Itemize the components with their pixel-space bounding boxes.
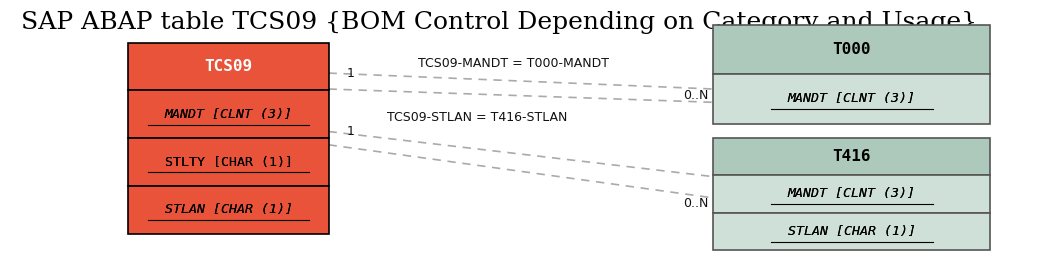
Text: MANDT [CLNT (3)]: MANDT [CLNT (3)] [164,108,292,121]
Text: T000: T000 [832,42,871,57]
FancyBboxPatch shape [129,186,329,234]
FancyBboxPatch shape [129,43,329,90]
Text: TCS09-MANDT = T000-MANDT: TCS09-MANDT = T000-MANDT [418,57,608,70]
Text: 0..N: 0..N [683,89,708,102]
Text: MANDT [CLNT (3)]: MANDT [CLNT (3)] [787,188,916,201]
FancyBboxPatch shape [713,212,990,250]
FancyBboxPatch shape [129,90,329,138]
Text: STLAN [CHAR (1)]: STLAN [CHAR (1)] [164,203,292,216]
Text: STLAN [CHAR (1)]: STLAN [CHAR (1)] [164,203,292,216]
FancyBboxPatch shape [713,175,990,212]
Text: STLAN [CHAR (1)]: STLAN [CHAR (1)] [787,225,916,238]
Text: STLTY [CHAR (1)]: STLTY [CHAR (1)] [164,156,292,169]
FancyBboxPatch shape [129,138,329,186]
Text: T416: T416 [832,149,871,164]
Text: STLTY [CHAR (1)]: STLTY [CHAR (1)] [164,156,292,169]
Text: 1: 1 [347,125,355,138]
FancyBboxPatch shape [713,138,990,175]
Text: 1: 1 [347,67,355,80]
Text: TCS09: TCS09 [204,59,252,74]
FancyBboxPatch shape [713,75,990,124]
Text: TCS09-STLAN = T416-STLAN: TCS09-STLAN = T416-STLAN [387,111,567,124]
Text: STLAN [CHAR (1)]: STLAN [CHAR (1)] [787,225,916,238]
Text: MANDT [CLNT (3)]: MANDT [CLNT (3)] [787,92,916,105]
FancyBboxPatch shape [713,25,990,75]
Text: MANDT [CLNT (3)]: MANDT [CLNT (3)] [787,188,916,201]
Text: MANDT [CLNT (3)]: MANDT [CLNT (3)] [787,92,916,105]
Text: SAP ABAP table TCS09 {BOM Control Depending on Category and Usage}: SAP ABAP table TCS09 {BOM Control Depend… [21,11,977,34]
Text: MANDT [CLNT (3)]: MANDT [CLNT (3)] [164,108,292,121]
Text: 0..N: 0..N [683,197,708,210]
